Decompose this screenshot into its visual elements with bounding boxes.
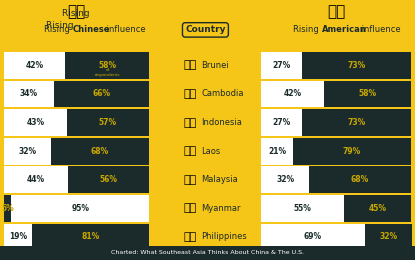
Text: 66%: 66% (93, 89, 110, 99)
Text: 🇵🇭: 🇵🇭 (184, 232, 197, 242)
Text: 45%: 45% (368, 204, 386, 213)
Text: 27%: 27% (273, 61, 291, 70)
Text: 5%: 5% (1, 204, 14, 213)
Text: 58%: 58% (359, 89, 376, 99)
Text: of
respondents: of respondents (95, 68, 120, 77)
Text: 🇱🇦: 🇱🇦 (184, 146, 197, 156)
Text: Laos: Laos (201, 147, 220, 156)
Text: 42%: 42% (284, 89, 302, 99)
Text: 🇲🇾: 🇲🇾 (184, 175, 197, 185)
Text: 56%: 56% (100, 175, 118, 184)
Text: Myanmar: Myanmar (201, 204, 241, 213)
Text: 🇧🇳: 🇧🇳 (184, 60, 197, 70)
Text: Cambodia: Cambodia (201, 89, 244, 99)
Text: 19%: 19% (9, 232, 27, 242)
Text: 95%: 95% (71, 204, 89, 213)
Text: influence: influence (104, 25, 146, 34)
Text: Rising: Rising (61, 9, 92, 18)
Text: Rising: Rising (293, 25, 322, 34)
Text: 68%: 68% (91, 147, 109, 156)
Text: 🇮🇩: 🇮🇩 (184, 118, 197, 128)
Text: Rising: Rising (46, 22, 77, 30)
Text: 34%: 34% (20, 89, 38, 99)
Text: American: American (322, 25, 366, 34)
Text: 42%: 42% (26, 61, 44, 70)
Text: 🇨🇳: 🇨🇳 (68, 4, 86, 19)
Text: 44%: 44% (27, 175, 45, 184)
Text: Country: Country (185, 25, 226, 34)
Text: 55%: 55% (293, 204, 312, 213)
Text: 69%: 69% (304, 232, 322, 242)
Text: Philippines: Philippines (201, 232, 247, 242)
Text: 57%: 57% (99, 118, 117, 127)
Text: 🇺🇸: 🇺🇸 (327, 4, 345, 19)
Text: 81%: 81% (81, 232, 100, 242)
Text: 68%: 68% (351, 175, 369, 184)
Text: 32%: 32% (379, 232, 398, 242)
Text: influence: influence (359, 25, 400, 34)
Text: 58%: 58% (98, 61, 116, 70)
Text: 32%: 32% (18, 147, 37, 156)
Text: 43%: 43% (26, 118, 44, 127)
Text: 32%: 32% (276, 175, 294, 184)
Text: 27%: 27% (273, 118, 291, 127)
Text: 79%: 79% (343, 147, 361, 156)
Text: Indonesia: Indonesia (201, 118, 242, 127)
Text: Rising: Rising (44, 25, 73, 34)
Text: Malaysia: Malaysia (201, 175, 238, 184)
Text: 🇰🇭: 🇰🇭 (184, 89, 197, 99)
Text: 73%: 73% (347, 61, 366, 70)
Text: Brunei: Brunei (201, 61, 229, 70)
Text: Charted: What Southeast Asia Thinks About China & The U.S.: Charted: What Southeast Asia Thinks Abou… (111, 250, 304, 256)
Text: 🇲🇲: 🇲🇲 (184, 203, 197, 213)
Text: 21%: 21% (268, 147, 286, 156)
Text: Chinese: Chinese (73, 25, 110, 34)
Text: 73%: 73% (347, 118, 366, 127)
